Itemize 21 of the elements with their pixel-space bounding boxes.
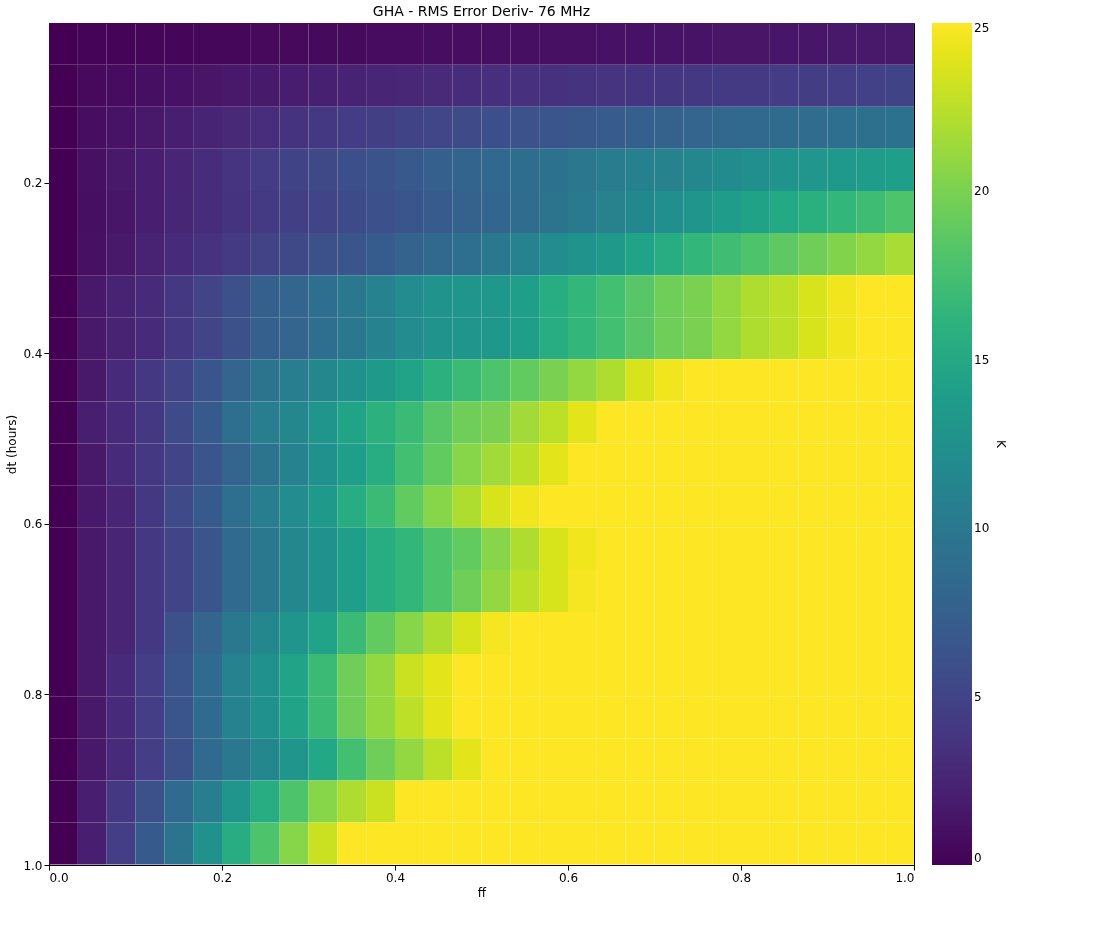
y-tick-label: 1.0 bbox=[23, 858, 43, 873]
x-tick-label: 0.6 bbox=[558, 870, 579, 885]
color-bar-title: K bbox=[994, 440, 1008, 450]
color-bar-label: 10 bbox=[974, 521, 990, 536]
color-bar-label: 25 bbox=[974, 21, 990, 35]
x-tick-label: 0.0 bbox=[49, 870, 69, 885]
color-bar-label: 0 bbox=[974, 851, 982, 865]
chart-title: GHA - RMS Error Deriv- 76 MHz bbox=[372, 3, 591, 19]
x-axis-title: ff bbox=[477, 885, 487, 900]
y-tick-label: 0.6 bbox=[23, 517, 43, 532]
color-bar-label: 15 bbox=[974, 352, 990, 367]
color-bar-label: 5 bbox=[974, 689, 982, 704]
x-tick-label: 0.2 bbox=[212, 870, 233, 885]
y-tick-label: 0.8 bbox=[23, 687, 43, 702]
y-tick-label: 0.4 bbox=[23, 346, 43, 361]
y-tick-label: 0.2 bbox=[23, 176, 43, 191]
x-tick-label: 0.4 bbox=[385, 870, 406, 885]
x-tick-label: 1.0 bbox=[895, 870, 915, 885]
y-axis-title: dt (hours) bbox=[5, 414, 20, 475]
color-bar-label: 20 bbox=[974, 184, 990, 199]
x-tick-label: 0.8 bbox=[731, 870, 752, 885]
